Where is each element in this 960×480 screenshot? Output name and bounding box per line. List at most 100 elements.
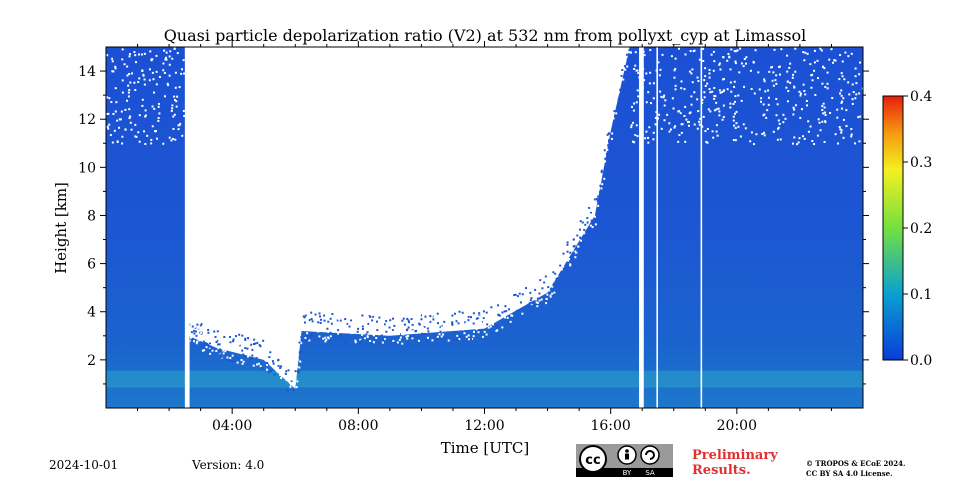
noise-pixel <box>202 340 205 343</box>
noise-pixel <box>562 252 565 255</box>
y-tick-label: 4 <box>87 305 96 321</box>
noise-pixel <box>371 330 374 333</box>
noise-pixel <box>193 329 196 332</box>
noise-pixel <box>404 314 407 317</box>
noise-pixel <box>809 125 812 128</box>
noise-pixel <box>777 119 780 122</box>
noise-pixel <box>593 197 596 200</box>
noise-pixel <box>615 112 618 115</box>
noise-pixel <box>625 55 628 58</box>
noise-pixel <box>217 339 220 342</box>
noise-pixel <box>203 330 206 333</box>
noise-pixel <box>176 95 179 98</box>
noise-pixel <box>427 330 430 333</box>
noise-pixel <box>411 327 414 330</box>
noise-pixel <box>241 351 244 354</box>
noise-pixel <box>729 81 732 84</box>
no-data-gap <box>639 47 644 408</box>
noise-pixel <box>698 58 701 61</box>
noise-pixel <box>440 335 443 338</box>
noise-pixel <box>383 338 386 341</box>
noise-pixel <box>290 365 293 368</box>
noise-pixel <box>354 341 357 344</box>
noise-pixel <box>467 315 470 318</box>
noise-pixel <box>424 315 427 318</box>
noise-pixel <box>303 321 306 324</box>
noise-pixel <box>530 310 533 313</box>
noise-pixel <box>223 336 226 339</box>
noise-pixel <box>244 355 247 358</box>
noise-pixel <box>135 61 138 64</box>
noise-pixel <box>855 93 858 96</box>
noise-pixel <box>703 96 706 99</box>
noise-pixel <box>277 364 280 367</box>
noise-pixel <box>155 137 158 140</box>
no-signal-region <box>106 47 863 389</box>
noise-pixel <box>265 368 268 371</box>
noise-pixel <box>832 61 835 64</box>
noise-pixel <box>268 356 271 359</box>
noise-pixel <box>433 333 436 336</box>
noise-pixel <box>211 349 214 352</box>
noise-pixel <box>505 310 508 313</box>
noise-pixel <box>345 321 348 324</box>
noise-pixel <box>356 338 359 341</box>
noise-pixel <box>813 143 816 146</box>
noise-pixel <box>525 287 528 290</box>
noise-pixel <box>242 337 245 340</box>
noise-pixel <box>369 340 372 343</box>
noise-pixel <box>683 88 686 91</box>
noise-pixel <box>517 305 520 308</box>
noise-pixel <box>816 134 819 137</box>
noise-pixel <box>238 337 241 340</box>
noise-pixel <box>222 332 225 335</box>
cc-by-label: BY <box>623 469 632 477</box>
noise-pixel <box>423 326 426 329</box>
noise-pixel <box>150 59 153 62</box>
noise-pixel <box>118 126 121 129</box>
noise-pixel <box>629 52 632 55</box>
noise-pixel <box>342 322 345 325</box>
noise-pixel <box>486 323 489 326</box>
noise-pixel <box>482 317 485 320</box>
noise-pixel <box>311 332 314 335</box>
noise-pixel <box>293 382 296 385</box>
noise-pixel <box>378 341 381 344</box>
noise-pixel <box>841 75 844 78</box>
noise-pixel <box>406 317 409 320</box>
noise-pixel <box>635 69 638 72</box>
noise-pixel <box>850 133 853 136</box>
noise-pixel <box>802 51 805 54</box>
noise-pixel <box>445 323 448 326</box>
noise-pixel <box>258 344 261 347</box>
noise-pixel <box>674 125 677 128</box>
noise-pixel <box>729 106 732 109</box>
noise-pixel <box>174 71 177 74</box>
noise-pixel <box>824 114 827 117</box>
noise-pixel <box>680 87 683 90</box>
aerosol-layer <box>106 370 863 388</box>
noise-pixel <box>514 293 517 296</box>
noise-pixel <box>127 91 130 94</box>
noise-pixel <box>365 333 368 336</box>
noise-pixel <box>611 128 614 131</box>
noise-pixel <box>836 116 839 119</box>
noise-pixel <box>194 330 197 333</box>
noise-pixel <box>485 311 488 314</box>
noise-pixel <box>537 297 540 300</box>
noise-pixel <box>541 287 544 290</box>
noise-pixel <box>229 335 232 338</box>
noise-pixel <box>666 113 669 116</box>
noise-pixel <box>315 323 318 326</box>
copyright-line-2: CC BY SA 4.0 License. <box>806 469 893 478</box>
noise-pixel <box>314 313 317 316</box>
noise-pixel <box>548 289 551 292</box>
noise-pixel <box>417 336 420 339</box>
noise-pixel <box>287 377 290 380</box>
noise-pixel <box>654 123 657 126</box>
noise-pixel <box>437 325 440 328</box>
noise-pixel <box>521 293 524 296</box>
noise-pixel <box>777 126 780 129</box>
noise-pixel <box>697 79 700 82</box>
noise-pixel <box>486 318 489 321</box>
